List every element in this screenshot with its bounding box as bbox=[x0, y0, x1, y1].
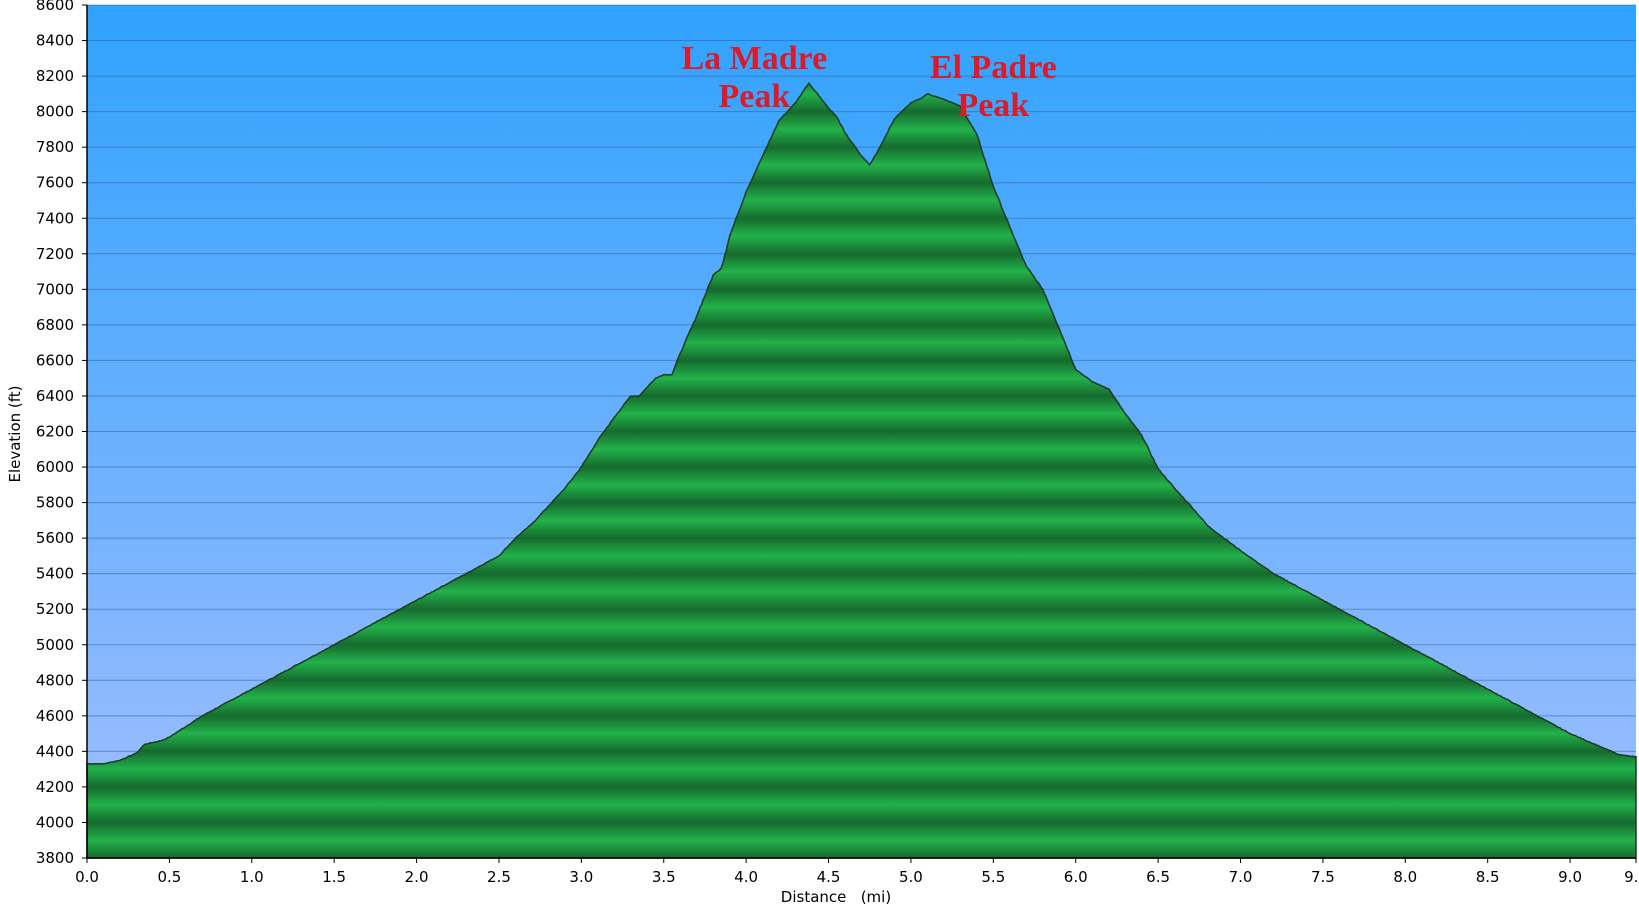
y-axis-ticks: 3800 4000 4200 4400 4600 4800 5000 5200 5400 5600… bbox=[36, 0, 87, 867]
x-tick-label: 8.0 bbox=[1393, 868, 1417, 886]
x-tick-label: 7.0 bbox=[1229, 868, 1253, 886]
y-axis-title: Elevation (ft) bbox=[6, 385, 24, 482]
elevation-area bbox=[86, 81, 1637, 859]
y-tick-label: 6200 bbox=[36, 423, 74, 441]
y-tick-label: 4400 bbox=[36, 742, 74, 760]
y-tick-label: 7400 bbox=[36, 209, 74, 227]
x-axis-ticks: 0.0 0.5 1.0 1.5 2.0 2.5 3.0 3.5 4.0 4.5 5.0 5.5 6.0 6… bbox=[75, 858, 1639, 886]
y-tick-label: 7600 bbox=[36, 174, 74, 192]
y-tick-label: 5400 bbox=[36, 565, 74, 583]
x-tick-label: 5.5 bbox=[981, 868, 1005, 886]
y-tick-label: 6800 bbox=[36, 316, 74, 334]
x-tick-label: 0.5 bbox=[157, 868, 181, 886]
x-tick-label: 9.0 bbox=[1558, 868, 1582, 886]
y-tick-label: 5800 bbox=[36, 494, 74, 512]
y-tick-label: 8400 bbox=[36, 32, 74, 50]
x-axis-title: Distance (mi) bbox=[781, 888, 891, 906]
x-tick-label: 4.0 bbox=[734, 868, 758, 886]
y-tick-label: 5600 bbox=[36, 529, 74, 547]
y-tick-label: 5000 bbox=[36, 636, 74, 654]
x-tick-label: 7.5 bbox=[1311, 868, 1335, 886]
y-tick-label: 8200 bbox=[36, 67, 74, 85]
x-tick-label: 2.0 bbox=[405, 868, 429, 886]
x-tick-label: 9.4 bbox=[1624, 868, 1639, 886]
x-tick-label: 4.5 bbox=[817, 868, 841, 886]
y-tick-label: 6400 bbox=[36, 387, 74, 405]
x-tick-label: 0.0 bbox=[75, 868, 99, 886]
y-tick-label: 4000 bbox=[36, 813, 74, 831]
peak-label: La Madre bbox=[682, 40, 828, 77]
x-tick-label: 5.0 bbox=[899, 868, 923, 886]
x-tick-label: 8.5 bbox=[1476, 868, 1500, 886]
y-tick-label: 7000 bbox=[36, 280, 74, 298]
x-tick-label: 1.5 bbox=[322, 868, 346, 886]
y-tick-label: 3800 bbox=[36, 849, 74, 867]
y-tick-label: 7800 bbox=[36, 138, 74, 156]
peak-label: Peak bbox=[957, 87, 1029, 124]
peak-label: Peak bbox=[718, 78, 790, 115]
y-tick-label: 8600 bbox=[36, 0, 74, 14]
y-tick-label: 4800 bbox=[36, 671, 74, 689]
y-tick-label: 8000 bbox=[36, 103, 74, 121]
peak-label: El Padre bbox=[930, 49, 1057, 86]
x-tick-label: 1.0 bbox=[240, 868, 264, 886]
x-tick-label: 3.5 bbox=[652, 868, 676, 886]
y-tick-label: 6000 bbox=[36, 458, 74, 476]
y-tick-label: 6600 bbox=[36, 351, 74, 369]
x-tick-label: 6.0 bbox=[1064, 868, 1088, 886]
x-tick-label: 2.5 bbox=[487, 868, 511, 886]
y-tick-label: 7200 bbox=[36, 245, 74, 263]
y-tick-label: 5200 bbox=[36, 600, 74, 618]
y-tick-label: 4200 bbox=[36, 778, 74, 796]
y-tick-label: 4600 bbox=[36, 707, 74, 725]
x-tick-label: 6.5 bbox=[1146, 868, 1170, 886]
x-tick-label: 3.0 bbox=[569, 868, 593, 886]
